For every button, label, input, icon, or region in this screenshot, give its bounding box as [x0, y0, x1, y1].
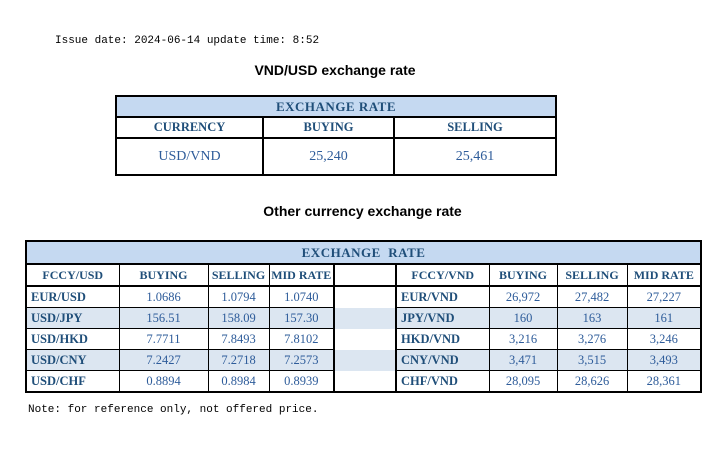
rate-value: 0.8939: [268, 370, 335, 393]
rate-value: 3,471: [488, 349, 558, 371]
rate-value: 7.8493: [207, 328, 270, 350]
usd-vnd-rate-table: EXCHANGE RATE CURRENCY BUYING SELLING US…: [114, 95, 558, 176]
rate-value: 0.8894: [118, 370, 209, 393]
other-table-title: Other currency exchange rate: [263, 203, 462, 219]
rate-row: USD/VND 25,240 25,461: [115, 137, 558, 176]
rate-value: 7.8102: [268, 328, 335, 350]
rate-value: 3,515: [556, 349, 628, 371]
rate-value: 26,972: [488, 285, 558, 308]
column-header-selling: SELLING: [392, 116, 558, 139]
column-header-midrate-vnd: MID RATE: [626, 263, 702, 287]
exchange-rate-band: EXCHANGE RATE: [25, 240, 702, 265]
rate-value: 161: [626, 307, 702, 329]
rate-value: 160: [488, 307, 558, 329]
rate-value: 163: [556, 307, 628, 329]
rate-value: 1.0794: [207, 285, 270, 308]
rate-value: 157.30: [268, 307, 335, 329]
currency-pair-label: USD/CHF: [25, 370, 120, 393]
exchange-rate-band: EXCHANGE RATE: [114, 95, 558, 118]
buying-rate-value: 25,240: [262, 137, 395, 176]
spacer-cell: [333, 286, 397, 308]
column-header-selling-usd: SELLING: [207, 263, 270, 287]
currency-pair-label: JPY/VND: [395, 307, 490, 329]
rate-row: EUR/USD 1.0686 1.0794 1.0740 EUR/VND 26,972 27…: [25, 285, 702, 308]
rate-row: USD/JPY 156.51 158.09 157.30 JPY/VND 160 163 16…: [25, 307, 702, 329]
currency-pair-label: EUR/VND: [395, 285, 490, 308]
usd-table-title: VND/USD exchange rate: [254, 62, 416, 78]
other-currency-rate-table: EXCHANGE RATE FCCY/USD BUYING SELLING MI…: [25, 240, 703, 393]
currency-pair-label: USD/JPY: [25, 307, 120, 329]
table-header-row: CURRENCY BUYING SELLING: [115, 116, 558, 139]
rate-value: 7.2718: [207, 349, 270, 371]
currency-pair-label: HKD/VND: [395, 328, 490, 350]
spacer-cell: [333, 370, 397, 393]
table-band-row: EXCHANGE RATE: [25, 240, 702, 265]
column-header-fccy-usd: FCCY/USD: [25, 263, 120, 287]
currency-pair-label: USD/HKD: [25, 328, 120, 350]
rate-value: 0.8984: [207, 370, 270, 393]
rate-value: 28,361: [626, 370, 702, 393]
rate-row: USD/HKD 7.7711 7.8493 7.8102 HKD/VND 3,216 3,2…: [25, 328, 702, 350]
note-line: Note: for reference only, not offered pr…: [28, 404, 319, 416]
rate-value: 7.7711: [118, 328, 209, 350]
column-header-buying: BUYING: [262, 116, 395, 139]
selling-rate-value: 25,461: [392, 137, 558, 176]
rate-value: 7.2573: [268, 349, 335, 371]
currency-pair-label: EUR/USD: [25, 285, 120, 308]
column-header-selling-vnd: SELLING: [556, 263, 628, 287]
rate-value: 28,626: [556, 370, 628, 393]
rate-value: 1.0740: [268, 285, 335, 308]
spacer-cell: [333, 307, 397, 329]
column-header-currency: CURRENCY: [115, 116, 264, 139]
spacer-cell: [333, 264, 397, 287]
rate-value: 3,276: [556, 328, 628, 350]
rate-value: 3,246: [626, 328, 702, 350]
rate-value: 28,095: [488, 370, 558, 393]
issue-date-line: Issue date: 2024-06-14 update time: 8:52: [55, 35, 320, 47]
currency-pair-label: CHF/VND: [395, 370, 490, 393]
column-header-midrate-usd: MID RATE: [268, 263, 335, 287]
column-header-buying-usd: BUYING: [118, 263, 209, 287]
rate-value: 27,227: [626, 285, 702, 308]
currency-pair-label: CNY/VND: [395, 349, 490, 371]
spacer-cell: [333, 328, 397, 350]
column-header-buying-vnd: BUYING: [488, 263, 558, 287]
rate-row: USD/CHF 0.8894 0.8984 0.8939 CHF/VND 28,095 28…: [25, 370, 702, 393]
rate-value: 158.09: [207, 307, 270, 329]
table-header-row: FCCY/USD BUYING SELLING MID RATE FCCY/VN…: [25, 263, 702, 287]
rate-value: 1.0686: [118, 285, 209, 308]
rate-value: 27,482: [556, 285, 628, 308]
table-band-row: EXCHANGE RATE: [114, 95, 558, 118]
column-header-fccy-vnd: FCCY/VND: [395, 263, 490, 287]
rate-value: 3,216: [488, 328, 558, 350]
rate-value: 3,493: [626, 349, 702, 371]
currency-pair-label: USD/VND: [115, 137, 264, 176]
rate-value: 7.2427: [118, 349, 209, 371]
rate-value: 156.51: [118, 307, 209, 329]
spacer-cell: [333, 349, 397, 371]
currency-pair-label: USD/CNY: [25, 349, 120, 371]
rate-row: USD/CNY 7.2427 7.2718 7.2573 CNY/VND 3,471 3,5…: [25, 349, 702, 371]
